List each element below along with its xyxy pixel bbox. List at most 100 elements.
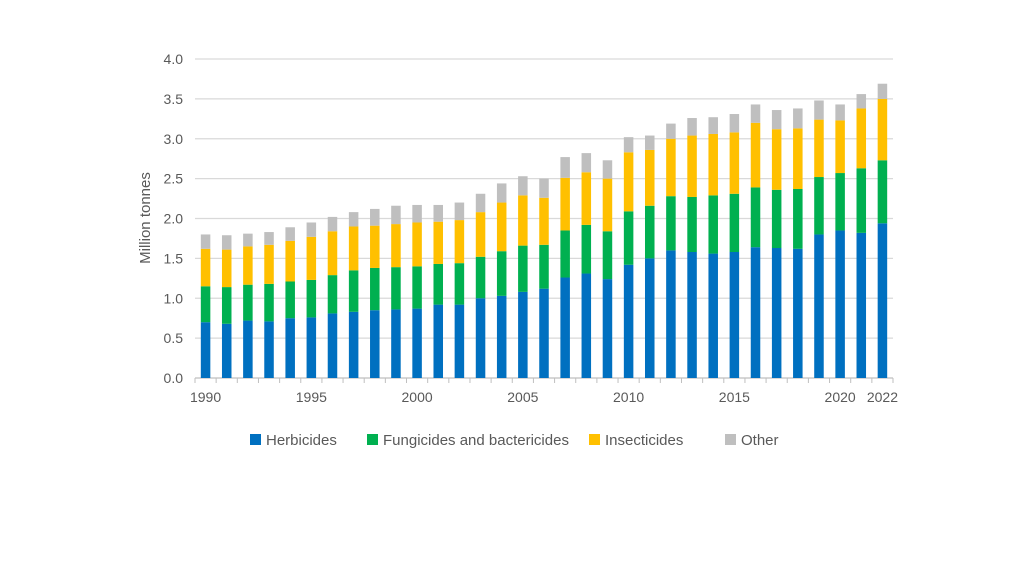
bar-fungicides-and-bactericides-1993	[264, 283, 274, 322]
bar-fungicides-and-bactericides-2021	[856, 168, 867, 233]
bar-other-1999	[391, 205, 401, 225]
bar-fungicides-and-bactericides-2003	[475, 256, 486, 299]
bar-fungicides-and-bactericides-2009	[602, 231, 613, 280]
bar-insecticides-2013	[687, 135, 697, 197]
bar-herbicides-2016	[750, 247, 761, 378]
bar-fungicides-and-bactericides-2012	[666, 196, 676, 251]
y-tick-label: 0.5	[164, 330, 184, 346]
bar-herbicides-2000	[412, 308, 422, 378]
bar-insecticides-2001	[433, 221, 444, 264]
bar-insecticides-2007	[560, 177, 570, 231]
x-tick-label: 2005	[507, 389, 538, 405]
legend-swatch	[725, 434, 736, 445]
bar-fungicides-and-bactericides-2013	[687, 196, 697, 252]
bar-herbicides-2020	[835, 230, 845, 378]
y-tick-label: 4.0	[164, 51, 184, 67]
y-axis-label: Million tonnes	[137, 172, 154, 264]
bar-fungicides-and-bactericides-1999	[391, 267, 401, 310]
bar-fungicides-and-bactericides-1996	[327, 275, 338, 314]
bar-fungicides-and-bactericides-2019	[814, 177, 824, 235]
bar-other-2019	[814, 100, 824, 120]
x-tick-label: 2020	[825, 389, 856, 405]
bar-insecticides-1992	[243, 246, 253, 285]
bar-herbicides-2021	[856, 232, 867, 378]
bar-fungicides-and-bactericides-1995	[306, 279, 317, 318]
bar-other-2004	[496, 183, 507, 203]
bar-other-1990	[200, 234, 211, 249]
bars	[200, 83, 888, 378]
bar-insecticides-1994	[285, 240, 295, 282]
bar-fungicides-and-bactericides-2017	[771, 189, 782, 249]
bar-fungicides-and-bactericides-1991	[221, 287, 232, 324]
bar-herbicides-2012	[666, 250, 676, 378]
bar-herbicides-1990	[200, 322, 211, 378]
bar-insecticides-2000	[412, 222, 422, 267]
bar-insecticides-2020	[835, 120, 845, 174]
bar-herbicides-2011	[644, 258, 655, 378]
bar-fungicides-and-bactericides-2015	[729, 193, 740, 252]
bar-insecticides-1999	[391, 224, 401, 268]
bar-other-2006	[539, 178, 549, 198]
bar-other-2016	[750, 104, 761, 123]
bar-herbicides-2019	[814, 234, 824, 378]
bar-herbicides-2017	[771, 248, 782, 378]
bar-insecticides-1996	[327, 231, 338, 276]
bar-other-1991	[221, 235, 232, 250]
bar-fungicides-and-bactericides-2020	[835, 173, 845, 231]
y-tick-label: 2.5	[164, 171, 184, 187]
bar-herbicides-1991	[221, 323, 232, 378]
bar-herbicides-2010	[623, 264, 634, 378]
bar-fungicides-and-bactericides-2022	[877, 160, 888, 224]
bar-other-2007	[560, 157, 570, 178]
bar-insecticides-1991	[221, 249, 232, 288]
bar-fungicides-and-bactericides-2016	[750, 187, 761, 248]
bar-fungicides-and-bactericides-2000	[412, 266, 422, 309]
bar-insecticides-1993	[264, 244, 274, 284]
bar-herbicides-2013	[687, 251, 697, 378]
bar-insecticides-2003	[475, 212, 486, 257]
bar-herbicides-2022	[877, 223, 888, 378]
bar-fungicides-and-bactericides-1990	[200, 286, 211, 323]
bar-fungicides-and-bactericides-2014	[708, 195, 718, 254]
x-tick-label: 2022	[867, 389, 898, 405]
bar-fungicides-and-bactericides-2001	[433, 263, 444, 305]
bar-herbicides-2006	[539, 288, 549, 378]
bar-insecticides-2021	[856, 108, 867, 169]
bar-insecticides-2012	[666, 138, 676, 197]
bar-herbicides-2014	[708, 253, 718, 378]
y-tick-label: 1.0	[164, 290, 184, 306]
bar-herbicides-1998	[370, 310, 380, 378]
bar-herbicides-1994	[285, 318, 295, 378]
y-tick-label: 3.0	[164, 131, 184, 147]
bar-other-1995	[306, 222, 317, 237]
bar-herbicides-2002	[454, 304, 465, 378]
x-tick-label: 2010	[613, 389, 644, 405]
bar-herbicides-2001	[433, 304, 444, 378]
bar-fungicides-and-bactericides-1997	[348, 270, 359, 312]
bar-fungicides-and-bactericides-2011	[644, 205, 655, 259]
bar-fungicides-and-bactericides-2008	[581, 224, 592, 274]
bar-other-2017	[771, 110, 782, 130]
bar-other-2002	[454, 202, 465, 221]
bar-herbicides-2007	[560, 277, 570, 378]
bar-other-2022	[877, 83, 888, 99]
bar-other-2021	[856, 94, 867, 109]
bar-insecticides-2009	[602, 178, 613, 232]
bar-insecticides-1997	[348, 226, 359, 271]
bar-herbicides-1997	[348, 311, 359, 378]
bar-other-2003	[475, 193, 486, 213]
bar-other-2013	[687, 118, 697, 136]
bar-herbicides-1999	[391, 309, 401, 378]
bar-insecticides-2019	[814, 119, 824, 178]
y-tick-label: 2.0	[164, 211, 184, 227]
bar-insecticides-2002	[454, 220, 465, 264]
x-tick-label: 1995	[296, 389, 327, 405]
bar-other-2000	[412, 204, 422, 223]
bar-herbicides-1996	[327, 313, 338, 378]
bar-other-1996	[327, 216, 338, 232]
bar-fungicides-and-bactericides-1998	[370, 267, 380, 311]
bar-other-2015	[729, 114, 740, 133]
bar-herbicides-1993	[264, 321, 274, 378]
legend-label: Herbicides	[266, 432, 337, 449]
legend-swatch	[367, 434, 378, 445]
